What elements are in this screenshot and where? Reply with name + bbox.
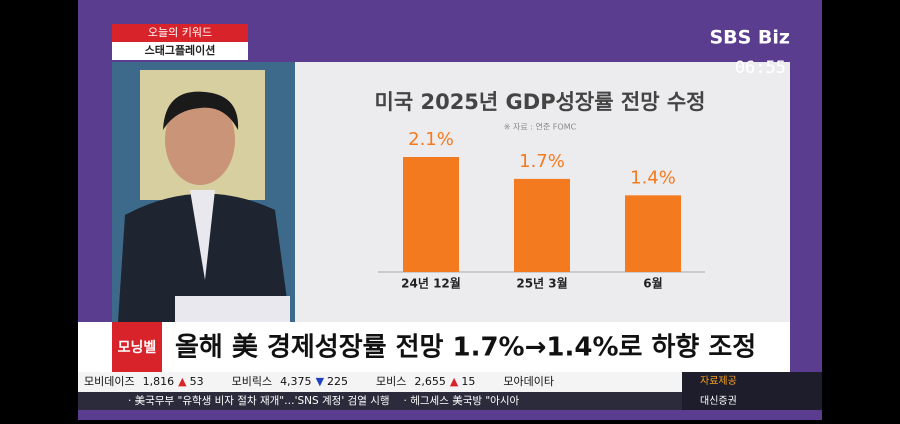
stock-arrow: ▲ xyxy=(178,375,187,388)
chart-source: ※ 자료 : 연준 FOMC xyxy=(504,123,577,132)
headline: 올해 美 경제성장률 전망 1.7%→1.4%로 하향 조정 xyxy=(175,332,756,363)
stock-change: 225 xyxy=(327,375,348,388)
stock-name: 모비릭스 xyxy=(232,375,272,388)
keyword-label-box xyxy=(112,24,248,42)
logo: SBS Biz xyxy=(709,27,790,49)
provider: 대신증권 xyxy=(700,395,737,407)
provider-label: 자료제공 xyxy=(700,375,737,387)
value-label: 2.1% xyxy=(408,129,454,150)
keyword-box xyxy=(112,42,248,60)
stock-name: 모비스 xyxy=(376,375,406,388)
anchor-shirt xyxy=(190,190,215,280)
category-label: 24년 12월 xyxy=(401,276,461,291)
provider-box xyxy=(682,372,822,410)
stock-arrow: ▼ xyxy=(316,375,325,388)
value-label: 1.4% xyxy=(630,167,676,188)
clock: 06:55 xyxy=(735,58,786,78)
news-item: · 헤그세스 美국방 "아시아 xyxy=(404,394,520,407)
chart-title: 미국 2025년 GDP성장률 전망 수정 xyxy=(375,90,706,114)
value-label: 1.7% xyxy=(519,151,565,172)
news-item: · 美국무부 "유학생 비자 절차 재개"…'SNS 계정' 검열 시행 xyxy=(128,394,390,407)
stock-ticker xyxy=(78,372,822,392)
anchor-head xyxy=(165,95,235,185)
program: 모닝벨 xyxy=(118,340,157,356)
program-box xyxy=(112,322,162,372)
bar xyxy=(625,195,681,272)
bar xyxy=(403,157,459,272)
keyword-label: 오늘의 키워드 xyxy=(148,26,212,39)
category-label: 25년 3월 xyxy=(516,276,567,291)
headline-bar xyxy=(78,322,790,372)
news-ticker xyxy=(78,392,822,410)
stock-change: 15 xyxy=(461,375,475,388)
desk xyxy=(175,296,290,322)
stock-arrow: ▲ xyxy=(450,375,459,388)
stock-name: 모비데이즈 xyxy=(84,375,135,388)
stock-change: 53 xyxy=(190,375,204,388)
category-label: 6월 xyxy=(643,276,662,291)
stock-price: 4,375 xyxy=(280,375,312,388)
stock-price: 1,816 xyxy=(143,375,175,388)
keyword: 스태그플레이션 xyxy=(145,43,216,57)
anchor-hair xyxy=(163,91,239,130)
stock-name: 모아데이타 xyxy=(503,375,554,388)
stock-price: 2,655 xyxy=(414,375,446,388)
bar xyxy=(514,178,570,272)
